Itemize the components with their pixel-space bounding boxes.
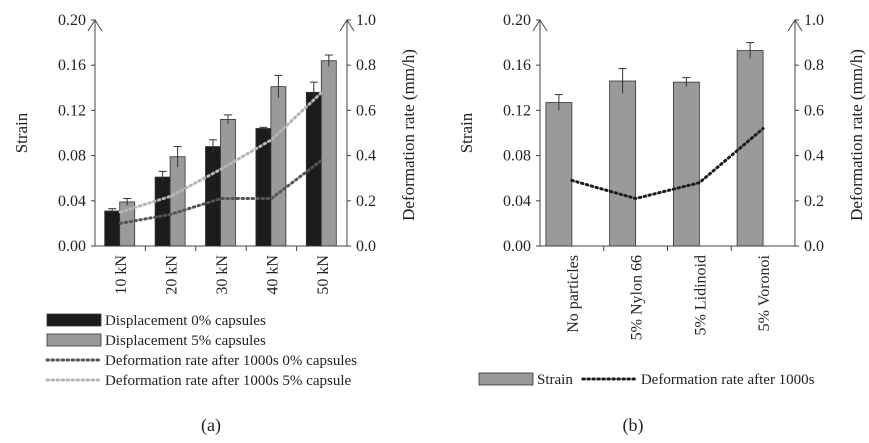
chart-b-y2-axis-title: Deformation rate (mm/h) <box>847 49 866 221</box>
chart-a-x-tick-label: 30 kN <box>214 255 231 295</box>
chart-b-bar <box>609 80 637 247</box>
chart-a-legend-label: Displacement 0% capsules <box>105 313 266 329</box>
chart-a-bar <box>320 60 337 247</box>
chart-b-y-tick-label: 0.08 <box>503 148 531 165</box>
caption-b: (b) <box>622 415 644 435</box>
chart-b-y-tick-label: 0.12 <box>503 102 531 119</box>
chart-a-bar <box>205 146 221 247</box>
chart-a-y-tick-label: 0.16 <box>58 57 86 74</box>
chart-b-y2-tick-label: 0.8 <box>804 57 824 74</box>
chart-a-bar <box>255 128 272 247</box>
chart-a-bar <box>270 86 287 247</box>
chart-a-y2-axis-title: Deformation rate (mm/h) <box>399 49 418 221</box>
chart-a-y-axis-title: Strain <box>12 112 31 153</box>
chart-b-y2-tick-label: 0.6 <box>804 102 824 119</box>
chart-a-legend-swatch <box>46 313 102 327</box>
chart-b-y2-tick-label: 1.0 <box>804 12 824 29</box>
chart-a-line-series <box>118 158 324 225</box>
chart-b-legend-swatch <box>478 372 534 386</box>
chart-a-y-tick-label: 0.04 <box>58 193 86 210</box>
chart-b-bar <box>672 81 700 247</box>
chart-b-y2-tick-label: 0.0 <box>804 238 824 255</box>
chart-b-y-tick-label: 0.16 <box>503 57 531 74</box>
chart-b-x-tick-label: 5% Nylon 66 <box>629 255 646 340</box>
chart-b-y-tick-label: 0.04 <box>503 193 531 210</box>
chart-b-y2-tick-label: 0.4 <box>804 148 824 165</box>
chart-b-bar <box>545 102 573 247</box>
chart-a-y2-tick-label: 0.6 <box>356 102 376 119</box>
chart-a-y-tick-label: 0.12 <box>58 102 86 119</box>
chart-a-bar <box>169 156 186 247</box>
chart-a-legend-swatch <box>46 333 102 347</box>
chart-b-legend-label: Strain <box>537 372 573 388</box>
chart-a-x-tick-label: 40 kN <box>264 255 281 295</box>
chart-a-y-tick-label: 0.20 <box>58 12 86 29</box>
chart-b-line-series <box>570 126 765 201</box>
chart-a-y2-tick-label: 0.2 <box>356 193 376 210</box>
chart-a-legend-label: Deformation rate after 1000s 0% capsules <box>105 353 357 369</box>
chart-a-y2-tick-label: 0.8 <box>356 57 376 74</box>
chart-a-y-tick-label: 0.08 <box>58 148 86 165</box>
chart-b-y-axis-title: Strain <box>457 112 476 153</box>
chart-a-x-tick-label: 10 kN <box>113 255 130 295</box>
chart-b-y-tick-label: 0.00 <box>503 238 531 255</box>
chart-a-x-tick-label: 50 kN <box>315 255 332 295</box>
chart-a-legend-label: Deformation rate after 1000s 5% capsule <box>105 373 351 389</box>
chart-b-x-tick-label: 5% Voronoi <box>756 254 773 331</box>
chart-a-y2-tick-label: 0.4 <box>356 148 376 165</box>
chart-a-legend-label: Displacement 5% capsules <box>105 333 266 349</box>
chart-b-legend-label: Deformation rate after 1000s <box>641 372 815 388</box>
chart-a-line-series <box>118 90 324 214</box>
caption-a: (a) <box>201 415 221 435</box>
chart-b-x-tick-label: 5% Lidinoid <box>692 255 709 335</box>
chart-a-bar <box>220 119 236 247</box>
chart-a-y2-tick-label: 1.0 <box>356 12 376 29</box>
chart-a-bar <box>104 210 121 247</box>
chart-a-y-tick-label: 0.00 <box>58 238 86 255</box>
chart-a-y2-tick-label: 0.0 <box>356 238 376 255</box>
chart-b-y-tick-label: 0.20 <box>503 12 531 29</box>
chart-a-x-tick-label: 20 kN <box>164 255 181 295</box>
chart-a-bar <box>154 176 171 247</box>
chart-b-y2-tick-label: 0.2 <box>804 193 824 210</box>
chart-b-x-tick-label: No particles <box>565 255 582 333</box>
